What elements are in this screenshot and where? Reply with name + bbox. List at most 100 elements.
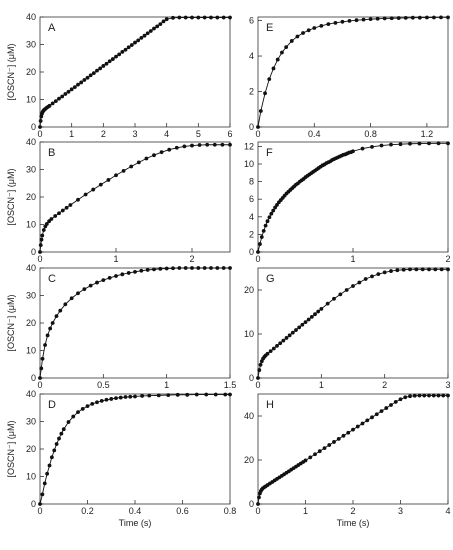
data-point <box>363 277 368 281</box>
panel-e: 0 0.4 0.8 1.2 0 2 4 6 E <box>249 15 450 139</box>
data-point <box>80 406 85 411</box>
x-tick-label: 3 <box>398 506 403 516</box>
data-point <box>118 395 123 400</box>
data-point <box>424 15 429 20</box>
data-point <box>98 182 103 187</box>
data-point <box>133 269 137 274</box>
data-point <box>95 400 99 405</box>
data-point <box>332 440 336 444</box>
data-point <box>344 288 349 292</box>
data-point <box>228 142 232 147</box>
data-point <box>258 242 262 246</box>
y-tick-label: 30 <box>26 40 36 50</box>
y-tick-label: 10 <box>26 220 36 230</box>
data-point <box>126 45 131 50</box>
data-point <box>114 54 118 59</box>
panel-letter: E <box>266 22 273 34</box>
x-tick-label: 3 <box>132 129 137 139</box>
data-point <box>301 31 305 35</box>
plot-frame <box>257 393 449 505</box>
data-point <box>167 147 172 152</box>
data-point <box>271 346 276 351</box>
x-tick-label: 1.2 <box>421 129 434 139</box>
data-point <box>258 109 263 113</box>
x-tick-label: 2 <box>101 129 106 139</box>
data-point <box>156 393 161 398</box>
x-tick-label: 2 <box>189 254 194 264</box>
data-point <box>53 99 58 104</box>
x-axis-label: Time (s) <box>119 518 152 528</box>
x-tick-label: 0 <box>255 506 260 516</box>
x-tick-label: 0.8 <box>364 129 377 139</box>
data-point <box>50 321 55 325</box>
data-point <box>257 495 261 500</box>
data-point <box>439 15 443 20</box>
y-tick-label: 4 <box>249 212 254 222</box>
data-point <box>295 34 300 39</box>
fit-curve <box>257 395 448 505</box>
data-point <box>158 266 163 271</box>
panel-c: 0 0.5 1 1.5 0 10 20 30 40 C [OSCN⁻] (μM) <box>6 263 236 390</box>
data-point <box>303 458 308 463</box>
data-point <box>58 308 63 313</box>
data-point <box>209 266 213 270</box>
data-point <box>374 412 379 417</box>
x-tick-label: 2 <box>382 380 387 390</box>
data-point <box>76 82 80 87</box>
data-point <box>145 31 150 36</box>
data-point <box>389 269 393 273</box>
y-tick-label: 0 <box>249 373 254 383</box>
data-point <box>433 267 438 272</box>
panel-letter: D <box>48 399 56 411</box>
data-point <box>379 409 384 414</box>
panel-letter: G <box>266 273 275 285</box>
data-point <box>403 15 408 20</box>
x-tick-label: 3 <box>445 380 450 390</box>
data-point <box>228 15 232 20</box>
data-point <box>161 19 166 24</box>
y-tick-label: 40 <box>26 137 36 147</box>
data-point <box>417 393 422 398</box>
data-point <box>287 333 292 338</box>
data-point <box>120 272 125 277</box>
data-point <box>263 223 268 228</box>
data-point <box>79 80 84 85</box>
y-tick-label: 10 <box>26 346 36 356</box>
data-point <box>403 395 408 400</box>
y-tick-label: 40 <box>26 12 36 22</box>
y-tick-label: 10 <box>26 472 36 482</box>
data-point <box>410 15 415 20</box>
data-point <box>59 431 64 436</box>
data-point <box>177 266 182 270</box>
data-point <box>106 178 111 182</box>
data-point <box>209 15 213 20</box>
y-tick-label: 40 <box>26 263 36 273</box>
data-point <box>332 296 336 301</box>
data-point <box>139 268 144 273</box>
data-point <box>263 91 267 96</box>
data-point <box>417 15 422 20</box>
data-point <box>212 142 217 147</box>
data-point <box>376 272 381 277</box>
y-tick-label: 20 <box>26 192 36 202</box>
data-point <box>144 156 149 161</box>
data-point <box>436 141 441 146</box>
x-tick-label: 2 <box>445 254 450 264</box>
fit-curve <box>39 394 230 505</box>
fit-curve <box>39 144 230 253</box>
data-point <box>417 141 422 146</box>
data-point <box>76 291 80 296</box>
y-tick-label: 12 <box>244 141 254 151</box>
data-point <box>57 211 61 216</box>
data-point <box>395 268 400 273</box>
data-point <box>45 471 50 476</box>
data-point <box>361 17 366 22</box>
y-tick-label: 20 <box>26 444 36 454</box>
data-point <box>205 142 210 147</box>
data-point <box>109 397 114 401</box>
plot-frame <box>39 141 231 253</box>
data-point <box>354 18 359 23</box>
data-point <box>66 89 71 94</box>
data-point <box>142 33 147 38</box>
